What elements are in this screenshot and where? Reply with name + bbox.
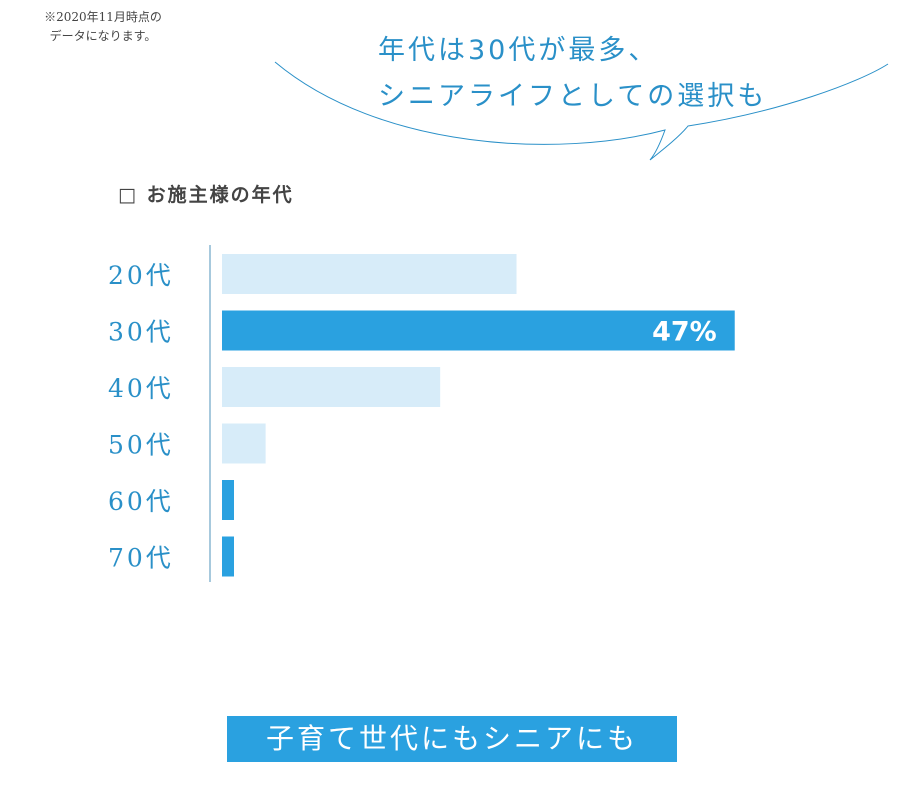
data-label: 47% [652, 317, 717, 348]
category-label: 30代 [108, 318, 174, 347]
headline: 年代は30代が最多、 シニアライフとしての選択も [378, 28, 767, 120]
note-line-2: データになります。 [49, 29, 157, 43]
age-bar-chart: 20代 30代 47% 40代 50代 60代 70代 [108, 245, 735, 582]
chart-title: □ お施主様の年代 [118, 184, 294, 206]
data-date-note: ※2020年11月時点の データになります。 [28, 8, 178, 46]
bar-60代 [222, 480, 234, 520]
category-label: 70代 [108, 544, 174, 573]
bar-70代 [222, 536, 234, 577]
headline-line-2: シニアライフとしての選択も [378, 81, 768, 112]
bar-40代 [222, 367, 441, 407]
headline-line-1: 年代は30代が最多、 [378, 35, 659, 66]
category-label: 60代 [108, 487, 174, 516]
note-line-1: ※2020年11月時点の [44, 10, 162, 24]
bar-20代 [222, 254, 517, 294]
bar-50代 [222, 423, 266, 464]
category-label: 20代 [108, 261, 174, 290]
category-label: 40代 [108, 374, 174, 403]
category-label: 50代 [108, 431, 174, 460]
bar-30代 [222, 310, 735, 351]
speech-bubble-outline [274, 61, 889, 161]
bottom-banner-label: 子育て世代にもシニアにも [227, 716, 677, 762]
